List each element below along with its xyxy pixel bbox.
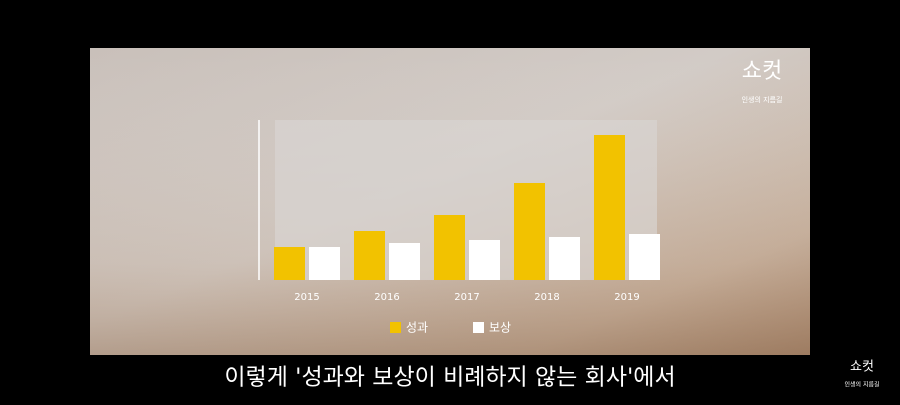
legend-swatch	[390, 322, 401, 333]
corner-logo-title: 쇼컷	[850, 360, 874, 375]
bar	[389, 243, 420, 280]
bar	[549, 237, 580, 280]
bar	[434, 215, 465, 280]
bar	[354, 231, 385, 280]
x-tick-label: 2017	[454, 292, 479, 303]
bar	[469, 240, 500, 280]
legend-swatch	[473, 322, 484, 333]
legend-label: 보상	[489, 321, 511, 335]
x-tick-label: 2018	[534, 292, 559, 303]
logo-title: 쇼컷	[742, 59, 782, 84]
bar	[629, 234, 660, 280]
bar	[309, 247, 340, 280]
logo-tagline: 인생의 지름길	[742, 95, 783, 104]
legend-label: 성과	[406, 321, 428, 335]
x-tick-label: 2016	[374, 292, 399, 303]
bar	[274, 247, 305, 280]
x-tick-label: 2019	[614, 292, 639, 303]
x-tick-label: 2015	[294, 292, 319, 303]
bar	[514, 183, 545, 280]
corner-logo-tagline: 인생의 지름길	[844, 381, 879, 389]
bar	[594, 135, 625, 280]
caption: 이렇게 '성과와 보상이 비례하지 않는 회사'에서	[224, 365, 675, 391]
